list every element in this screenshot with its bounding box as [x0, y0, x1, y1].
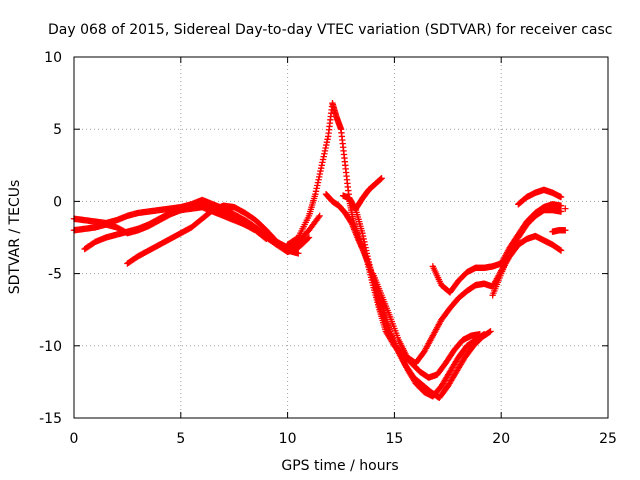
series-track-d	[124, 202, 323, 267]
data-point	[557, 208, 565, 215]
series-track-k	[489, 206, 565, 299]
data-point	[557, 202, 565, 209]
y-tick-label: -5	[48, 267, 62, 283]
y-tick-label: -15	[39, 411, 62, 427]
grid-layer	[74, 57, 608, 418]
data-point	[305, 234, 313, 241]
data-point	[562, 227, 569, 234]
plot-frame	[73, 56, 609, 419]
x-axis-label: GPS time / hours	[281, 458, 398, 474]
y-tick-label: 0	[53, 194, 62, 210]
data-point	[304, 235, 312, 242]
data-point	[315, 214, 322, 221]
data-point	[295, 250, 302, 257]
series-track-n	[562, 205, 569, 212]
data-point	[557, 193, 565, 201]
series-track-l	[515, 186, 565, 208]
axes-layer: 0 5 10 15 20 25 10 5 0 -5 -10 -15	[39, 50, 617, 447]
data-point	[261, 234, 269, 242]
y-axis-label: SDTVAR / TECUs	[7, 180, 23, 295]
data-point	[557, 247, 565, 254]
data-point	[263, 235, 270, 243]
y-tick-label: -10	[39, 339, 62, 355]
y-tick-label: 5	[53, 122, 62, 138]
series-track-m	[549, 227, 569, 235]
y-tick-label: 10	[44, 50, 62, 66]
series-track-h	[352, 175, 385, 212]
x-tick-label: 0	[70, 431, 79, 447]
x-tick-label: 10	[279, 431, 297, 447]
x-tick-label: 25	[599, 431, 617, 447]
data-point	[562, 205, 569, 212]
series-track-i	[369, 232, 565, 367]
chart-title: Day 068 of 2015, Sidereal Day-to-day VTE…	[48, 22, 612, 38]
x-tick-label: 5	[176, 431, 185, 447]
x-tick-label: 15	[385, 431, 403, 447]
x-tick-label: 20	[492, 431, 510, 447]
data-point	[480, 331, 488, 338]
data-point	[487, 328, 494, 335]
data-point	[378, 175, 385, 182]
data-point	[316, 212, 323, 220]
